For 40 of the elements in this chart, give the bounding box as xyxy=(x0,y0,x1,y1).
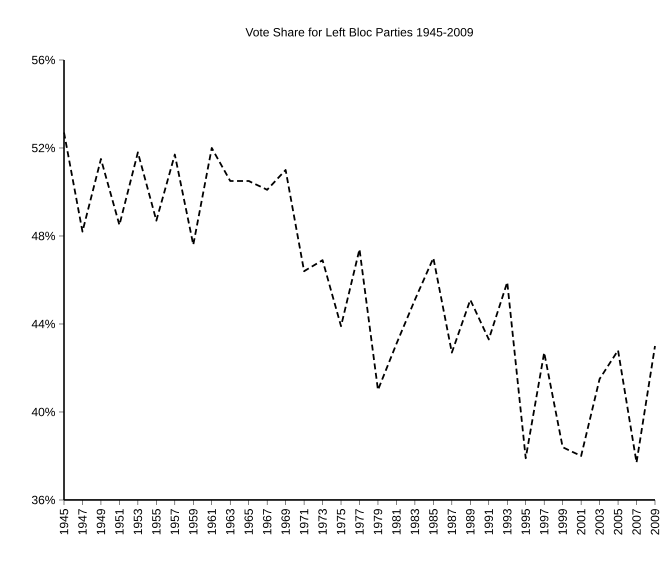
x-tick-label: 1991 xyxy=(484,509,494,534)
x-tick-label: 1967 xyxy=(262,509,272,534)
x-tick-label: 1979 xyxy=(374,509,382,534)
x-tick-label: 1955 xyxy=(152,509,161,534)
chart-title: Vote Share for Left Bloc Parties 1945-2009 xyxy=(245,28,473,36)
x-tick-label: 1971 xyxy=(300,509,308,534)
x-tick-label: 1981 xyxy=(392,509,401,534)
x-tick-label: 2007 xyxy=(632,509,641,535)
x-tick-label: 1947 xyxy=(78,509,87,534)
x-tick-label: 1951 xyxy=(115,509,124,534)
y-tick-label: 36% xyxy=(32,496,56,504)
x-tick-label: 1999 xyxy=(558,509,567,534)
x-tick-label: 1993 xyxy=(503,509,512,534)
x-tick-label: 1945 xyxy=(60,509,68,534)
x-tick-label: 1969 xyxy=(281,509,290,534)
x-tick-label: 1957 xyxy=(170,509,180,534)
x-tick-label: 1995 xyxy=(521,509,530,534)
x-tick-label: 2001 xyxy=(576,509,586,535)
x-tick-label: 1987 xyxy=(448,509,456,534)
x-tick-label: 1963 xyxy=(226,509,234,534)
x-tick-label: 1997 xyxy=(540,509,548,534)
x-tick-label: 1985 xyxy=(429,509,438,534)
x-tick-label: 1961 xyxy=(208,509,216,534)
y-tick-label: 52% xyxy=(32,144,56,152)
x-tick-label: 1949 xyxy=(96,509,106,534)
x-tick-label: 1983 xyxy=(410,509,420,534)
x-tick-label: 1965 xyxy=(244,509,253,534)
x-tick-label: 1953 xyxy=(134,509,142,534)
y-tick-label: 56% xyxy=(32,56,56,64)
x-tick-label: 1975 xyxy=(336,509,346,534)
x-tick-label: 2005 xyxy=(614,509,622,535)
y-tick-label: 48% xyxy=(32,232,56,240)
x-tick-label: 2009 xyxy=(650,509,660,535)
x-tick-label: 1973 xyxy=(318,509,327,534)
x-tick-label: 2003 xyxy=(595,509,604,535)
x-tick-label: 1977 xyxy=(355,509,364,534)
y-tick-label: 44% xyxy=(32,320,56,328)
x-tick-label: 1959 xyxy=(189,509,198,534)
y-tick-label: 40% xyxy=(32,408,56,416)
x-tick-label: 1989 xyxy=(466,509,475,534)
